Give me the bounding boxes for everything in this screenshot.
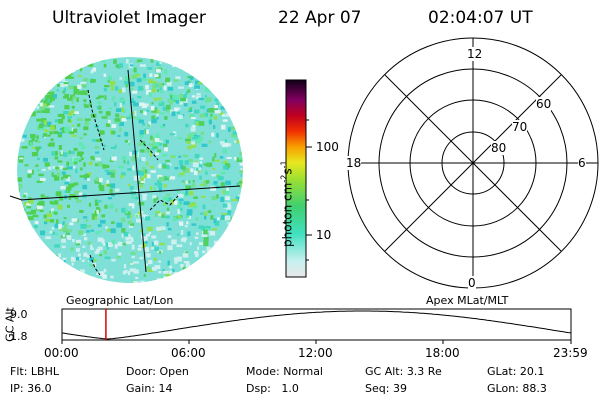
mlt-label-18: 18	[346, 156, 362, 170]
mlt-label-0: 0	[468, 276, 476, 290]
colorbar	[285, 79, 307, 278]
orbit-xtick-0: 00:00	[44, 346, 79, 360]
gain-status: Gain: 14	[126, 382, 173, 395]
time-label: 02:04:07 UT	[428, 8, 533, 28]
glat-status: GLat: 20.1	[487, 365, 545, 378]
gc-alt-curve	[61, 310, 572, 340]
orbit-ytick-low: 1.8	[10, 330, 28, 343]
orbit-ytick-high: 9.0	[10, 308, 28, 321]
ip-status: IP: 36.0	[10, 382, 52, 395]
colorbar-tick-100: 100	[316, 140, 339, 154]
gcalt-status: GC Alt: 3.3 Re	[365, 365, 442, 378]
dsp-status: Dsp: 1.0	[246, 382, 299, 395]
geographic-label: Geographic Lat/Lon	[66, 294, 174, 307]
polar-mlat-mlt-plot	[347, 37, 599, 289]
orbit-xtick-4: 23:59	[553, 346, 588, 360]
colorbar-tick-10: 10	[316, 228, 332, 242]
date-label: 22 Apr 07	[278, 8, 362, 28]
mlt-label-6: 6	[578, 156, 586, 170]
seq-status: Seq: 39	[365, 382, 407, 395]
mlat-label-70: 70	[512, 120, 528, 134]
orbit-ylabel: GC Alt	[3, 307, 17, 342]
mlat-label-60: 60	[536, 97, 552, 111]
mlt-label-12: 12	[467, 47, 483, 61]
orbit-xtick-1: 06:00	[171, 346, 206, 360]
instrument-title: Ultraviolet Imager	[52, 8, 206, 28]
uv-image-disk	[17, 57, 243, 283]
mode-status: Mode: Normal	[246, 365, 323, 378]
glon-status: GLon: 88.3	[487, 382, 547, 395]
orbit-xtick-3: 18:00	[425, 346, 460, 360]
apex-label: Apex MLat/MLT	[426, 294, 509, 307]
orbit-xtick-2: 12:00	[298, 346, 333, 360]
mlat-label-80: 80	[491, 141, 507, 155]
door-status: Door: Open	[126, 365, 189, 378]
colorbar-unit-label: photon cm-2s-1	[279, 160, 295, 247]
flt-status: Flt: LBHL	[10, 365, 59, 378]
